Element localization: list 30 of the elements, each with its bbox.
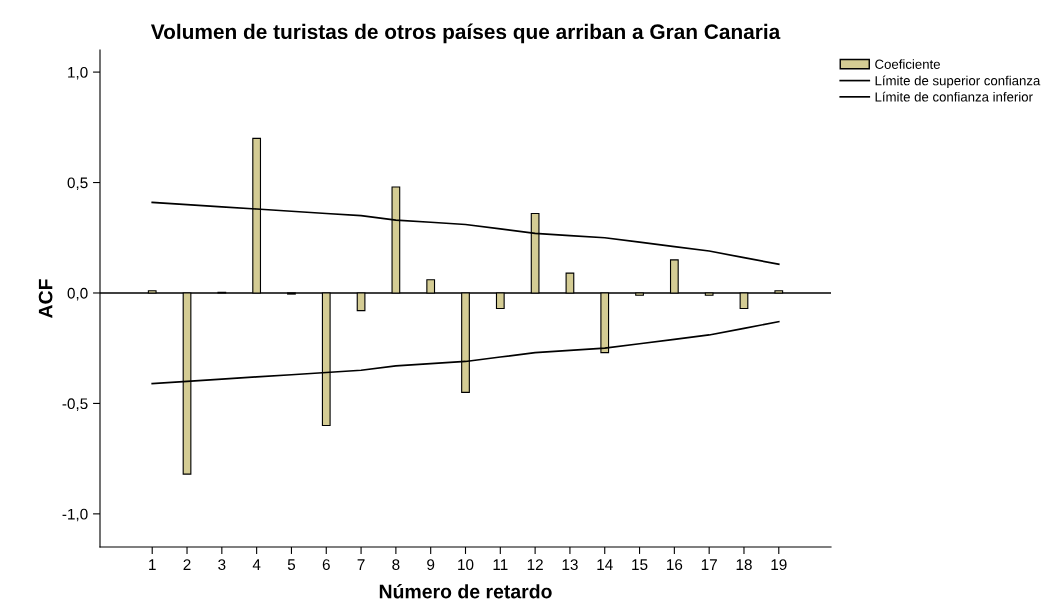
x-tick-label: 18 [736,559,752,571]
chart-title: Volumen de turistas de otros países que arriban a Gran Canaria [150,23,781,44]
x-tick-label: 10 [458,559,474,571]
x-axis-title: Número de retardo [379,583,552,599]
x-tick-label: 17 [701,559,717,570]
y-tick-label: -0,5 [62,398,88,411]
x-tick-label: 1 [149,559,156,570]
x-tick-label: 13 [562,559,578,571]
y-tick-label: 0,5 [67,177,88,191]
x-tick-label: 8 [392,559,400,571]
legend-label: Coeficiente [875,59,940,69]
x-tick-label: 2 [183,559,191,570]
y-tick-label: -1,0 [62,508,88,522]
x-tick-label: 5 [287,559,296,571]
x-tick-label: 15 [632,559,648,571]
x-tick-label: 19 [771,559,787,571]
y-tick-label: 1,0 [68,66,88,80]
x-tick-label: 16 [667,559,683,571]
x-tick-label: 6 [322,559,330,571]
y-tick-label: 0,0 [67,287,88,301]
x-tick-label: 7 [357,559,365,570]
x-tick-label: 11 [493,559,508,570]
y-axis-title: ACF [38,279,53,318]
x-tick-label: 3 [218,559,226,571]
legend-label: Límite de superior confianza [875,75,1041,88]
x-tick-label: 12 [527,559,543,570]
x-tick-label: 9 [427,559,435,571]
legend-label: Límite de confianza inferior [875,91,1033,102]
x-tick-label: 4 [252,559,261,570]
x-tick-label: 14 [597,559,613,570]
